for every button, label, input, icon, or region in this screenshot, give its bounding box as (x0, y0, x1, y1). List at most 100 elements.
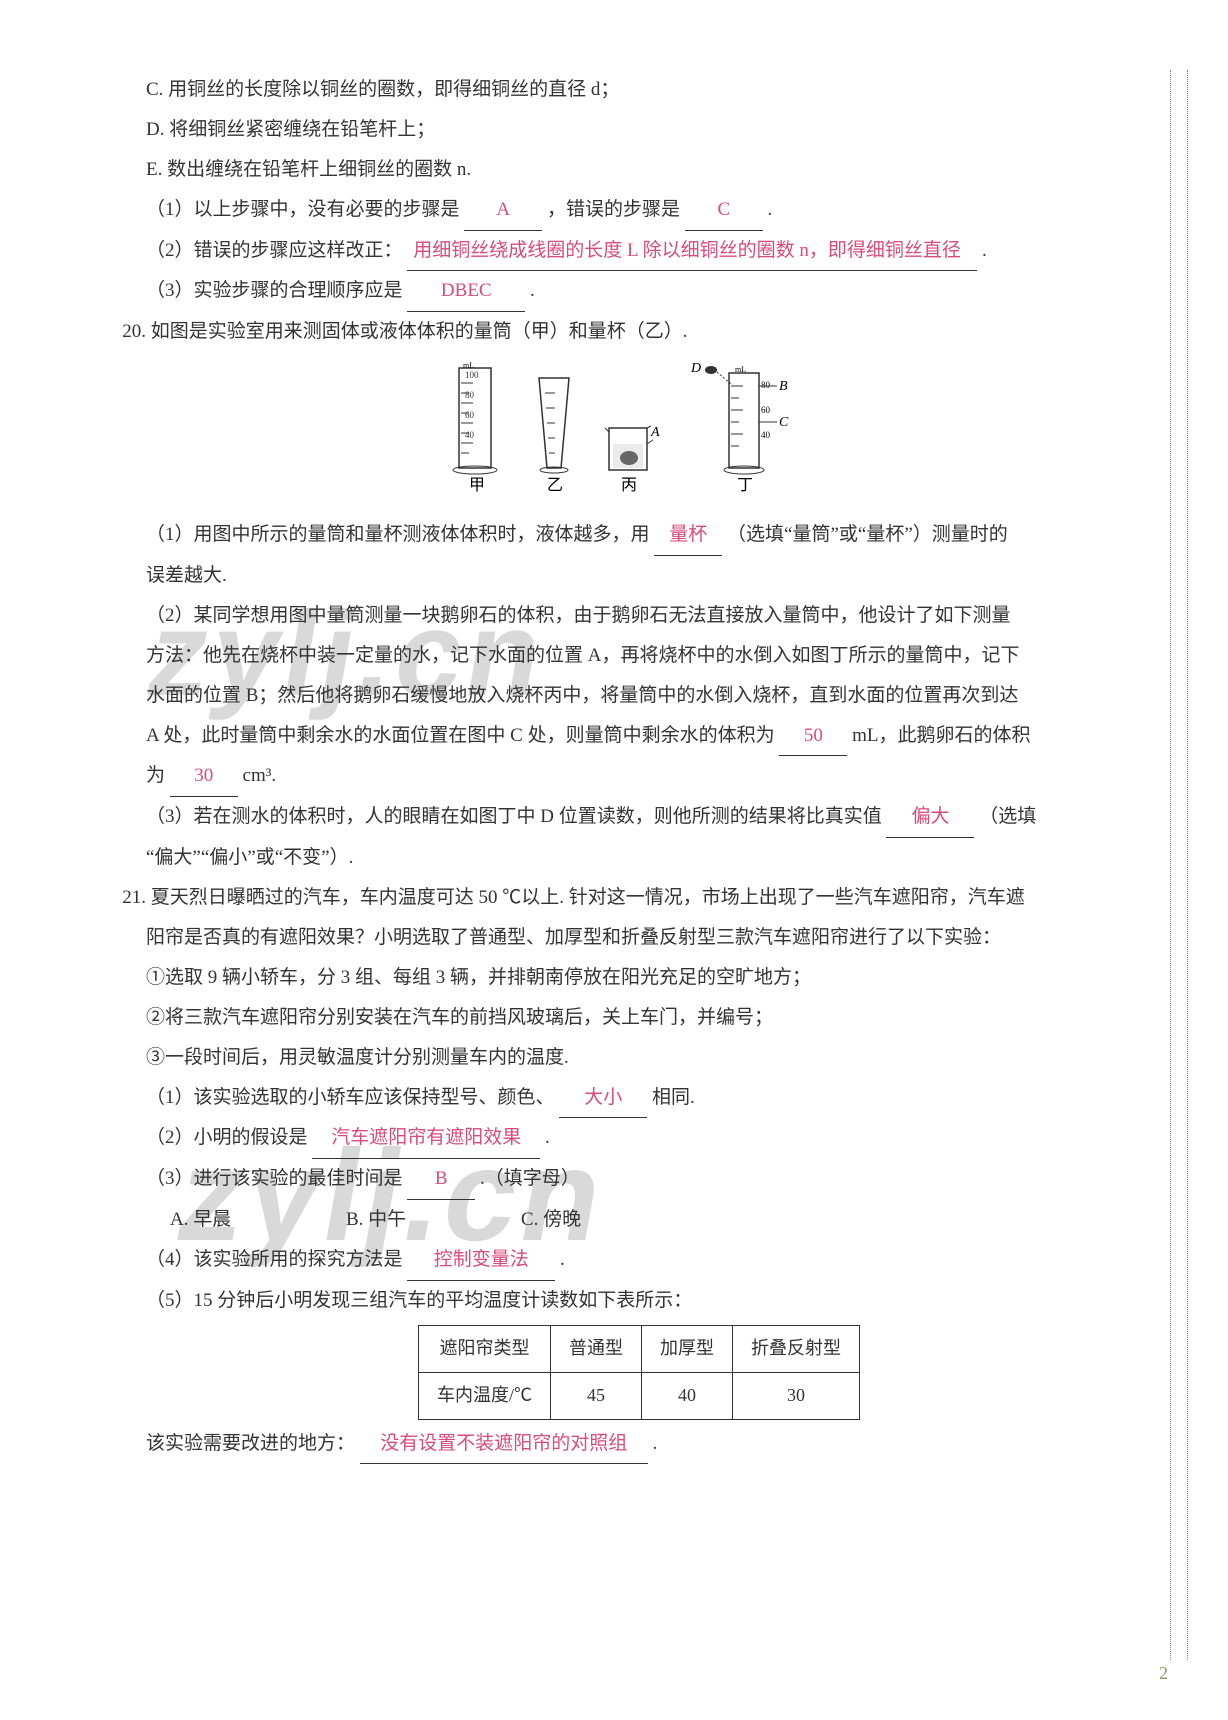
q20-p2e-a: 为 (146, 765, 165, 786)
q19-a1b: C (685, 190, 763, 231)
q20-stem: 20. 如图是实验室用来测固体或液体体积的量筒（甲）和量杯（乙）. (110, 312, 1168, 352)
cyl-mark-80: 80 (465, 390, 475, 400)
label-C: C (779, 415, 789, 430)
q21-p4: （4）该实验所用的探究方法是 控制变量法 . (110, 1240, 1168, 1281)
q20-stem-text: 如图是实验室用来测固体或液体体积的量筒（甲）和量杯（乙）. (151, 321, 688, 342)
q20-p2a: （2）某同学想用图中量筒测量一块鹅卵石的体积，由于鹅卵石无法直接放入量筒中，他设… (110, 596, 1168, 636)
page-number: 2 (1159, 1663, 1168, 1684)
q20-a3: 偏大 (886, 797, 974, 838)
choice-B: B. 中午 (346, 1200, 406, 1240)
q21-p2b: . (545, 1127, 550, 1148)
q21-p1b: 相同. (652, 1087, 695, 1108)
q19-a1a: A (464, 190, 542, 231)
q20-figure: 100 80 60 40 mL 甲 乙 (110, 352, 1168, 515)
q19-opt-e: E. 数出缠绕在铅笔杆上细铜丝的圈数 n. (110, 150, 1168, 190)
q20-p1b: （选填“量筒”或“量杯”）测量时的 (727, 524, 1008, 545)
q20-p1a: （1）用图中所示的量筒和量杯测液体体积时，液体越多，用 (146, 524, 650, 545)
q21-a6: 没有设置不装遮阳帘的对照组 (360, 1424, 648, 1465)
q20-p3a: （3）若在测水的体积时，人的眼睛在如图丁中 D 位置读数，则他所测的结果将比真实… (146, 806, 882, 827)
th-1: 普通型 (551, 1325, 642, 1372)
fig-cylinder-d: 80 60 40 mL B C D 丁 (690, 361, 789, 494)
q21-s2: ②将三款汽车遮阳帘分别安装在汽车的前挡风玻璃后，关上车门，并编号； (110, 998, 1168, 1038)
q20-p1c: 误差越大. (110, 556, 1168, 596)
q19-p1-end: . (768, 199, 773, 220)
q21-a1: 大小 (559, 1078, 647, 1119)
th-3: 折叠反射型 (733, 1325, 860, 1372)
q20-a2a: 50 (779, 716, 847, 757)
cyl2-40: 40 (761, 430, 771, 440)
q20-p3b: （选填 (979, 806, 1036, 827)
q21-s3: ③一段时间后，用灵敏温度计分别测量车内的温度. (110, 1038, 1168, 1078)
label-A: A (650, 425, 660, 440)
q21-s1: ①选取 9 辆小轿车，分 3 组、每组 3 辆，并排朝南停放在阳光充足的空旷地方… (110, 958, 1168, 998)
q19-p2-left: （2）错误的步骤应这样改正： (146, 240, 403, 261)
table-row-header: 遮阳帘类型 普通型 加厚型 折叠反射型 (418, 1325, 859, 1372)
q21-stem2: 阳帘是否真的有遮阳效果？小明选取了普通型、加厚型和折叠反射型三款汽车遮阳帘进行了… (110, 918, 1168, 958)
q19-part1: （1）以上步骤中，没有必要的步骤是 A ，错误的步骤是 C . (110, 190, 1168, 231)
q21-p6a: 该实验需要改进的地方： (146, 1433, 355, 1454)
q19-p1-left: （1）以上步骤中，没有必要的步骤是 (146, 199, 460, 220)
td-2: 30 (733, 1372, 860, 1419)
q20-p2e: 为 30 cm³. (110, 756, 1168, 797)
q21-stem1-t: 夏天烈日曝晒过的汽车，车内温度可达 50 ℃以上. 针对这一情况，市场上出现了一… (151, 887, 1025, 908)
cyl-mark-100: 100 (465, 370, 479, 380)
cyl-mark-60: 60 (465, 410, 475, 420)
q19-p3-left: （3）实验步骤的合理顺序应是 (146, 280, 403, 301)
fig-beaker-c: A 丙 (605, 425, 660, 494)
q19-a2: 用细铜丝绕成线圈的长度 L 除以细铜丝的圈数 n，即得细铜丝直径 (407, 231, 977, 272)
td-1: 40 (642, 1372, 733, 1419)
cyl2-80: 80 (761, 380, 771, 390)
q21-a4: 控制变量法 (407, 1240, 555, 1281)
q21-choices: A. 早晨 B. 中午 C. 傍晚 (110, 1200, 1168, 1240)
q20-p3c: “偏大”“偏小”或“不变”）. (110, 838, 1168, 878)
q19-p1-mid: ，错误的步骤是 (547, 199, 680, 220)
q19-a3: DBEC (407, 271, 525, 312)
q21-p4a: （4）该实验所用的探究方法是 (146, 1249, 403, 1270)
cap-b: 乙 (547, 477, 563, 494)
q21-stem1: 21. 夏天烈日曝晒过的汽车，车内温度可达 50 ℃以上. 针对这一情况，市场上… (110, 878, 1168, 918)
q20-p2c: 水面的位置 B；然后他将鹅卵石缓慢地放入烧杯丙中，将量筒中的水倒入烧杯，直到水面… (110, 676, 1168, 716)
q21-p3b: .（填字母） (480, 1168, 580, 1189)
cyl-mark-40: 40 (465, 430, 475, 440)
q21-num: 21. (110, 878, 146, 918)
q21-p6: 该实验需要改进的地方： 没有设置不装遮阳帘的对照组 . (110, 1424, 1168, 1465)
q20-p3: （3）若在测水的体积时，人的眼睛在如图丁中 D 位置读数，则他所测的结果将比真实… (110, 797, 1168, 838)
th-0: 遮阳帘类型 (418, 1325, 550, 1372)
q19-opt-d: D. 将细铜丝紧密缠绕在铅笔杆上； (110, 110, 1168, 150)
q19-p2-end: . (982, 240, 987, 261)
q20-figure-svg: 100 80 60 40 mL 甲 乙 (429, 358, 849, 498)
choice-C: C. 傍晚 (521, 1200, 581, 1240)
td-label: 车内温度/℃ (418, 1372, 550, 1419)
fig-cup-b: 乙 (539, 378, 569, 494)
q21-a3: B (407, 1159, 475, 1200)
q21-a2: 汽车遮阳帘有遮阳效果 (312, 1118, 540, 1159)
label-B: B (779, 379, 788, 394)
q21-p3a: （3）进行该实验的最佳时间是 (146, 1168, 403, 1189)
q19-part2: （2）错误的步骤应这样改正： 用细铜丝绕成线圈的长度 L 除以细铜丝的圈数 n，… (110, 231, 1168, 272)
q20-num: 20. (110, 312, 146, 352)
q20-p2d-b: mL，此鹅卵石的体积 (852, 725, 1030, 746)
q21-p4b: . (560, 1249, 565, 1270)
q21-p2a: （2）小明的假设是 (146, 1127, 308, 1148)
q21-p3: （3）进行该实验的最佳时间是 B .（填字母） (110, 1159, 1168, 1200)
cyl-unit: mL (463, 361, 474, 370)
cyl2-60: 60 (761, 405, 771, 415)
th-2: 加厚型 (642, 1325, 733, 1372)
q20-p2d: A 处，此时量筒中剩余水的水面位置在图中 C 处，则量筒中剩余水的体积为 50 … (110, 716, 1168, 757)
q20-p2e-b: cm³. (243, 765, 277, 786)
cap-d: 丁 (737, 477, 753, 494)
q20-p2d-a: A 处，此时量筒中剩余水的水面位置在图中 C 处，则量筒中剩余水的体积为 (146, 725, 775, 746)
q20-a1: 量杯 (654, 515, 722, 556)
q19-part3: （3）实验步骤的合理顺序应是 DBEC . (110, 271, 1168, 312)
q21-p2: （2）小明的假设是 汽车遮阳帘有遮阳效果 . (110, 1118, 1168, 1159)
q20-p2b: 方法：他先在烧杯中装一定量的水，记下水面的位置 A，再将烧杯中的水倒入如图丁所示… (110, 636, 1168, 676)
q19-p3-end: . (530, 280, 535, 301)
choice-A: A. 早晨 (170, 1200, 231, 1240)
q20-a2b: 30 (170, 756, 238, 797)
q21-table: 遮阳帘类型 普通型 加厚型 折叠反射型 车内温度/℃ 45 40 30 (418, 1325, 860, 1420)
q21-p5: （5）15 分钟后小明发现三组汽车的平均温度计读数如下表所示： (110, 1281, 1168, 1321)
table-row-data: 车内温度/℃ 45 40 30 (418, 1372, 859, 1419)
label-D: D (690, 361, 701, 376)
td-0: 45 (551, 1372, 642, 1419)
cap-c: 丙 (621, 477, 637, 494)
